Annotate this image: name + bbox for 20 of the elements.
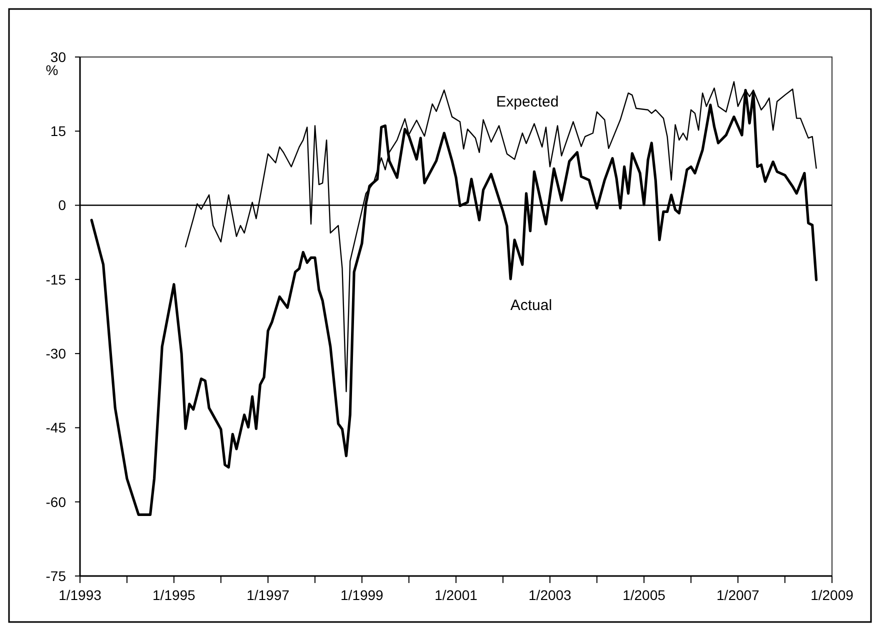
y-tick-label: 0 xyxy=(58,197,66,214)
x-tick-label: 1/2003 xyxy=(528,587,572,603)
x-tick-label: 1/1993 xyxy=(58,587,102,603)
x-tick-label: 1/2007 xyxy=(716,587,760,603)
series-label: Expected xyxy=(496,93,559,110)
y-tick-label: 30 xyxy=(50,48,66,65)
y-tick-label: -30 xyxy=(46,345,66,362)
y-tick-label: 15 xyxy=(50,123,66,140)
x-tick-label: 1/1997 xyxy=(246,587,290,603)
y-tick-label: -60 xyxy=(46,494,66,510)
x-tick-label: 1/1999 xyxy=(340,587,384,603)
y-axis-title: % xyxy=(46,62,58,78)
series-label: Actual xyxy=(510,296,552,314)
y-tick-label: -15 xyxy=(46,271,66,288)
x-tick-label: 1/2001 xyxy=(434,587,478,603)
y-tick-label: -45 xyxy=(46,420,66,436)
x-tick-label: 1/2009 xyxy=(810,587,854,603)
x-tick-label: 1/2005 xyxy=(622,587,666,603)
y-tick-label: -75 xyxy=(46,568,66,584)
x-tick-label: 1/1995 xyxy=(152,587,196,603)
